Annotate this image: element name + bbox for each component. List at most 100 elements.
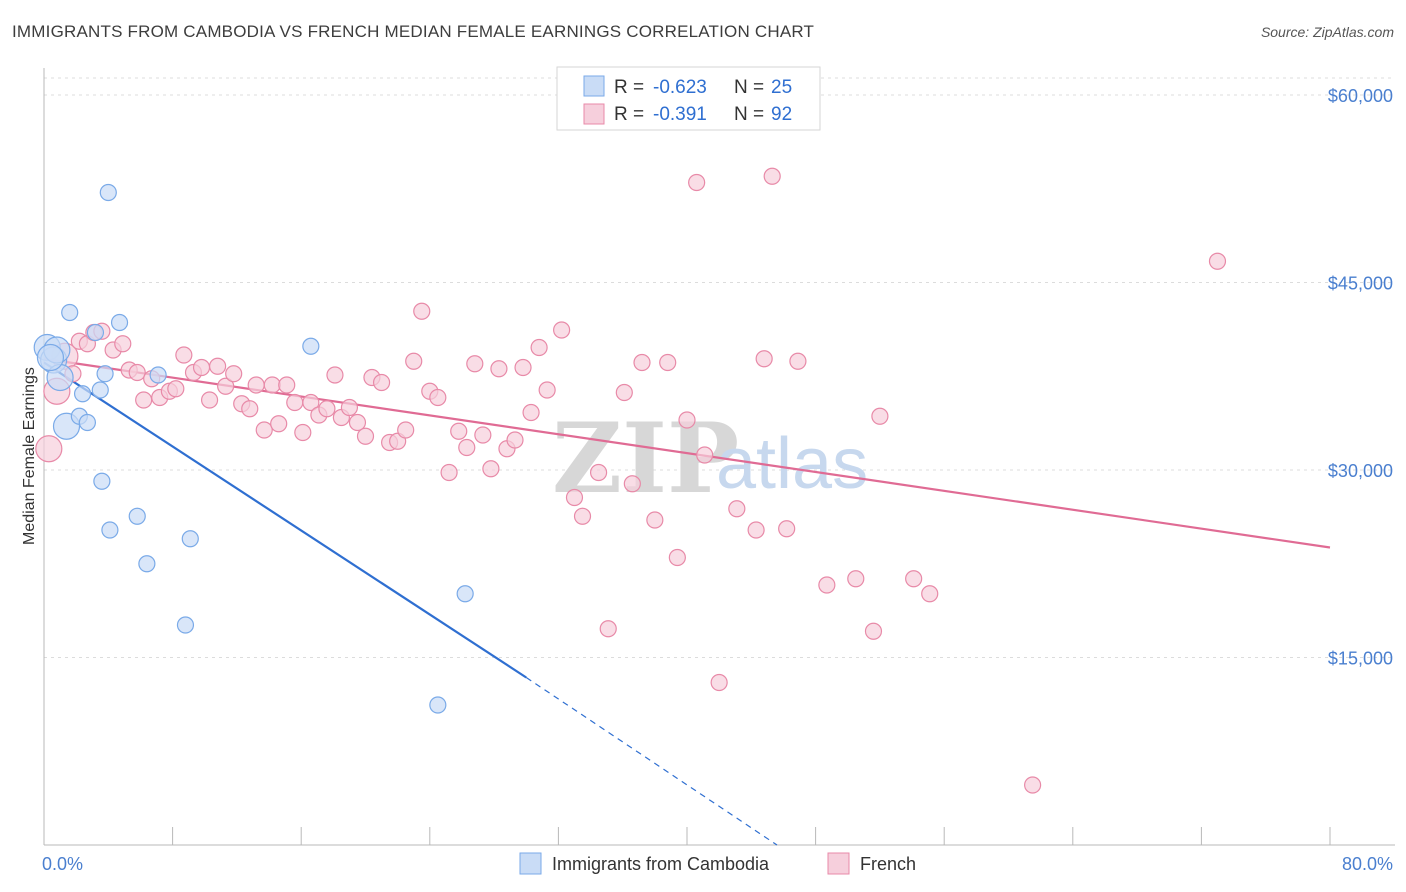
french-point (633, 353, 651, 372)
legend-n-label: N = (734, 104, 764, 125)
french-point (286, 393, 304, 412)
french-point (209, 357, 227, 375)
french-point (864, 622, 883, 640)
legend-swatch-blue (583, 75, 605, 97)
french-point (755, 350, 773, 368)
series-legend-label-cambodia: Immigrants from Cambodia (552, 854, 770, 874)
french-point (565, 488, 584, 507)
french-point (506, 431, 524, 449)
french-point (747, 521, 765, 539)
french-point (413, 302, 431, 320)
legend-n-value: 92 (771, 104, 792, 125)
french-point (35, 435, 63, 463)
french-point (217, 377, 235, 395)
series-legend: Immigrants from Cambodia French (519, 852, 916, 875)
y-tick-labels: $15,000 $30,000 $45,000 $60,000 (1328, 86, 1393, 669)
french-point (573, 507, 592, 525)
french-point (538, 381, 556, 399)
cambodia-point (91, 381, 109, 399)
french-point (646, 511, 664, 529)
y-tick-label: $60,000 (1328, 86, 1393, 106)
french-point (818, 576, 836, 594)
french-point (302, 393, 320, 412)
french-point (688, 173, 706, 192)
french-point (114, 335, 132, 353)
french-point (241, 400, 259, 418)
legend-r-value: -0.623 (653, 77, 707, 98)
x-tick-label: 0.0% (42, 854, 83, 874)
x-tick-label: 80.0% (1342, 854, 1393, 874)
french-point (372, 373, 391, 392)
french-point (789, 352, 807, 370)
french-point (763, 167, 781, 185)
series-legend-swatch-french (827, 852, 850, 875)
french-point (553, 321, 571, 339)
french-point (871, 407, 889, 425)
series-legend-label-french: French (860, 854, 916, 874)
french-point (135, 391, 153, 409)
legend-r-label: R = (614, 104, 644, 125)
french-point (668, 548, 686, 567)
legend-n-label: N = (734, 77, 764, 98)
cambodia-point (456, 585, 474, 603)
cambodia-point (93, 472, 111, 490)
french-point (514, 358, 532, 377)
french-point (490, 360, 508, 378)
y-tick-label: $45,000 (1328, 274, 1393, 294)
french-point (482, 460, 500, 478)
y-axis-label: Median Female Earnings (21, 367, 38, 545)
cambodia-trend-line (43, 361, 527, 679)
french-point (474, 426, 492, 444)
french-point (530, 338, 548, 357)
cambodia-point (128, 507, 146, 525)
y-tick-label: $15,000 (1328, 649, 1393, 669)
french-point (1208, 252, 1227, 270)
french-point (167, 380, 185, 398)
cambodia-point (302, 337, 320, 355)
cambodia-point (36, 343, 65, 372)
french-point (659, 353, 677, 372)
cambodia-point (96, 365, 114, 383)
french-point (348, 413, 367, 432)
french-point (340, 398, 359, 417)
french-point (255, 421, 273, 439)
french-point (128, 363, 146, 382)
french-point (318, 400, 336, 418)
cambodia-point (110, 313, 129, 332)
legend-n-value: 25 (771, 77, 792, 98)
french-point (397, 421, 415, 439)
x-tick-labels: 0.0% 80.0% (42, 854, 1393, 874)
cambodia-point (61, 303, 79, 322)
cambodia-point (78, 413, 97, 432)
french-point (440, 463, 458, 482)
cambodia-point (429, 696, 447, 714)
french-point (696, 446, 714, 464)
chart-source: Source: ZipAtlas.com (1260, 24, 1394, 40)
french-point (263, 376, 281, 394)
french-point (623, 475, 641, 493)
french-point (599, 620, 617, 638)
french-point (247, 376, 265, 394)
legend-r-value: -0.391 (653, 104, 707, 125)
legend-swatch-pink (583, 103, 605, 125)
french-trend-line (43, 357, 1331, 549)
data-points (33, 167, 1227, 794)
cambodia-point (149, 366, 167, 384)
gridlines (44, 77, 1395, 658)
french-point (294, 423, 312, 442)
french-point (356, 427, 375, 445)
french-point (200, 391, 219, 409)
cambodia-trend-extension (525, 677, 778, 846)
legend: R = -0.623 N = 25 R = -0.391 N = 92 (556, 66, 821, 131)
french-point (589, 463, 608, 482)
french-point (450, 422, 468, 440)
french-point (847, 570, 865, 588)
legend-r-label: R = (614, 77, 644, 98)
french-point (678, 411, 696, 429)
series-legend-swatch-cambodia (519, 852, 542, 875)
cambodia-point (101, 521, 119, 539)
french-point (778, 520, 796, 538)
french-point (615, 383, 633, 402)
french-point (270, 415, 288, 433)
french-point (225, 365, 243, 383)
